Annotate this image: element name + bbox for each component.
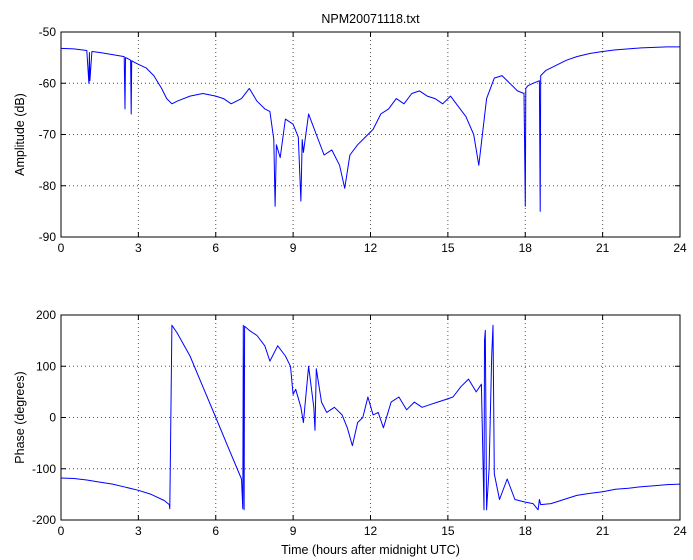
y-tick-label: 100 [36,359,56,373]
y-tick-label: 200 [36,308,56,322]
data-series-line [60,324,681,511]
y-tick-label: -100 [32,462,56,476]
amplitude-panel: 0 3 6 9 12 15 18 21 24 -50 -60 -70 -80 -90 NPM20071118… [13,12,687,255]
y-tick-label: -90 [39,230,57,244]
x-tick-label: 3 [135,524,142,538]
y-tick-label: -70 [39,128,57,142]
y-axis-label: Phase (degrees) [13,371,27,463]
x-tick-label: 12 [364,241,378,255]
x-tick-label: 21 [596,524,610,538]
data-series-line [60,46,680,212]
x-tick-label: 24 [673,524,687,538]
x-tick-label: 15 [441,241,455,255]
x-tick-label: 9 [290,241,297,255]
x-tick-label: 18 [519,524,533,538]
x-tick-label: 18 [519,241,533,255]
y-tick-label: -200 [32,513,56,527]
y-tick-label: -50 [39,25,57,39]
x-tick-label: 24 [673,241,687,255]
y-axis-label: Amplitude (dB) [13,93,27,176]
x-tick-label: 12 [364,524,378,538]
x-tick-label: 9 [290,524,297,538]
y-tick-label: -80 [39,179,57,193]
x-tick-label: 6 [212,524,219,538]
x-tick-label: 6 [212,241,219,255]
x-tick-label: 0 [58,241,65,255]
chart-title: NPM20071118.txt [321,12,420,26]
x-tick-label: 0 [58,524,65,538]
phase-panel: 0 3 6 9 12 15 18 21 24 200 100 0 -100 -200 Time (hours… [13,308,687,557]
y-tick-label: -60 [39,76,57,90]
y-tick-label: 0 [49,411,56,425]
x-tick-label: 21 [596,241,610,255]
x-tick-label: 3 [135,241,142,255]
x-tick-label: 15 [441,524,455,538]
x-axis-label: Time (hours after midnight UTC) [281,543,460,557]
